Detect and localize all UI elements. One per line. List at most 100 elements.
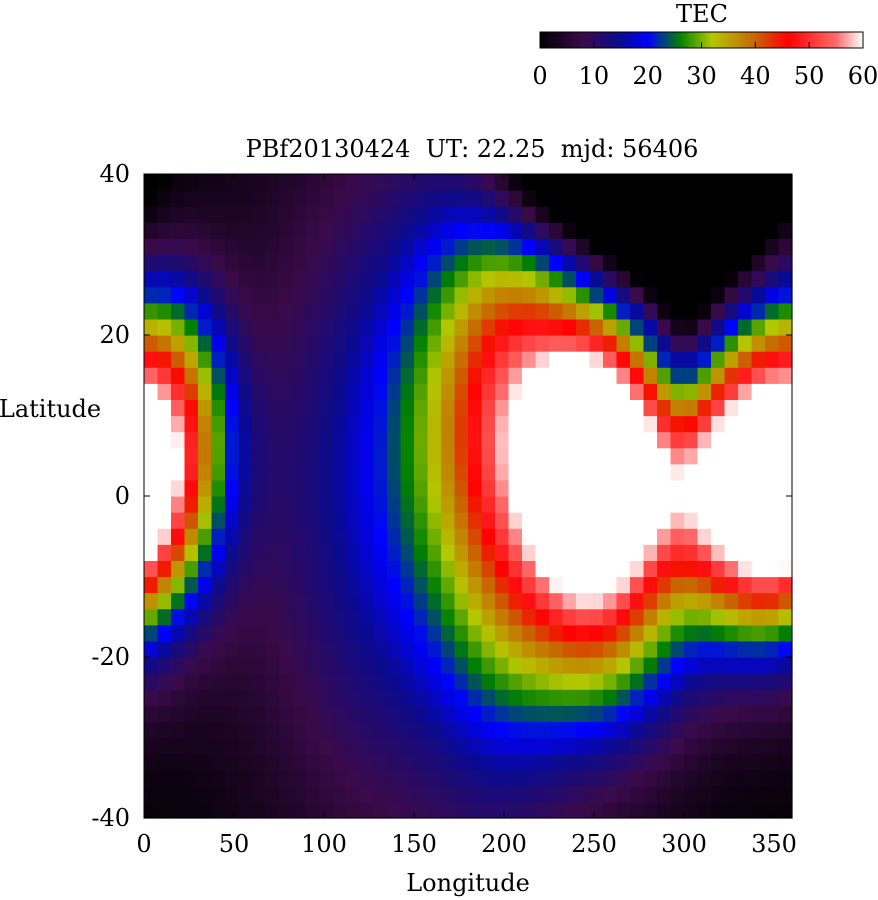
heatmap-cell	[157, 801, 172, 819]
heatmap-cell	[346, 302, 361, 320]
heatmap-cell	[144, 270, 159, 288]
heatmap-cell	[306, 512, 321, 529]
heatmap-cell	[333, 479, 348, 497]
heatmap-cell	[184, 383, 199, 400]
heatmap-cell	[711, 399, 726, 417]
heatmap-cell	[603, 447, 618, 465]
heatmap-cell	[508, 673, 523, 690]
heatmap-cell	[522, 174, 537, 191]
heatmap-cell	[319, 769, 334, 787]
heatmap-cell	[198, 302, 213, 320]
heatmap-cell	[562, 705, 577, 722]
heatmap-cell	[603, 673, 618, 690]
heatmap-cell	[616, 801, 631, 819]
heatmap-cell	[697, 705, 712, 722]
heatmap-cell	[265, 399, 280, 417]
heatmap-cell	[630, 190, 645, 207]
heatmap-cell	[495, 544, 510, 561]
heatmap-cell	[711, 592, 726, 610]
heatmap-cell	[346, 335, 361, 352]
heatmap-cell	[495, 592, 510, 610]
heatmap-cell	[724, 351, 739, 368]
heatmap-cell	[630, 335, 645, 352]
heatmap-cell	[495, 254, 510, 272]
heatmap-cell	[346, 721, 361, 739]
heatmap-cell	[562, 512, 577, 529]
heatmap-cell	[535, 528, 550, 545]
heatmap-cell	[171, 657, 186, 674]
heatmap-cell	[724, 737, 739, 755]
heatmap-cell	[724, 479, 739, 497]
heatmap-cell	[184, 753, 199, 771]
heatmap-cell	[697, 174, 712, 191]
heatmap-cell	[576, 721, 591, 739]
heatmap-cell	[616, 431, 631, 449]
heatmap-cell	[535, 431, 550, 449]
heatmap-cell	[265, 801, 280, 819]
heatmap-cell	[778, 657, 793, 674]
heatmap-cell	[252, 721, 267, 739]
heatmap-cell	[630, 544, 645, 561]
heatmap-cell	[724, 270, 739, 288]
heatmap-cell	[373, 496, 388, 513]
heatmap-cell	[562, 496, 577, 513]
heatmap-cell	[724, 190, 739, 207]
heatmap-cell	[535, 190, 550, 207]
heatmap-cell	[670, 479, 685, 497]
heatmap-cell	[765, 318, 780, 336]
heatmap-cell	[630, 705, 645, 722]
heatmap-cell	[144, 560, 159, 578]
heatmap-cell	[198, 737, 213, 755]
heatmap-cell	[778, 335, 793, 352]
heatmap-cell	[252, 383, 267, 400]
heatmap-cell	[171, 479, 186, 497]
heatmap-cell	[454, 657, 469, 674]
heatmap-cell	[549, 479, 564, 497]
heatmap-cell	[657, 560, 672, 578]
heatmap-cell	[238, 254, 253, 272]
heatmap-cell	[400, 463, 415, 481]
heatmap-cell	[549, 608, 564, 626]
heatmap-cell	[373, 576, 388, 594]
heatmap-cell	[292, 447, 307, 465]
heatmap-cell	[468, 399, 483, 417]
heatmap-cell	[265, 528, 280, 545]
heatmap-cell	[427, 351, 442, 368]
heatmap-cell	[657, 351, 672, 368]
heatmap-cell	[751, 302, 766, 320]
heatmap-cell	[373, 415, 388, 433]
heatmap-cell	[414, 689, 429, 706]
heatmap-cell	[495, 512, 510, 529]
heatmap-cell	[603, 254, 618, 272]
heatmap-cell	[670, 769, 685, 787]
heatmap-cell	[495, 721, 510, 739]
heatmap-cell	[184, 496, 199, 513]
heatmap-cell	[643, 318, 658, 336]
heatmap-cell	[360, 657, 375, 674]
heatmap-cell	[333, 206, 348, 223]
heatmap-cell	[508, 689, 523, 706]
heatmap-cell	[238, 447, 253, 465]
heatmap-cell	[414, 737, 429, 755]
heatmap-cell	[535, 785, 550, 803]
heatmap-cell	[211, 721, 226, 739]
heatmap-cell	[630, 479, 645, 497]
heatmap-cell	[589, 528, 604, 545]
heatmap-cell	[184, 769, 199, 787]
heatmap-cell	[265, 576, 280, 594]
heatmap-cell	[441, 673, 456, 690]
heatmap-cell	[373, 479, 388, 497]
heatmap-cell	[738, 286, 753, 304]
heatmap-cell	[765, 496, 780, 513]
heatmap-cell	[184, 254, 199, 272]
heatmap-cell	[373, 174, 388, 191]
heatmap-cell	[171, 463, 186, 481]
heatmap-cell	[306, 335, 321, 352]
heatmap-cell	[360, 624, 375, 642]
heatmap-cell	[225, 238, 240, 256]
heatmap-cell	[751, 576, 766, 594]
heatmap-cell	[522, 270, 537, 288]
heatmap-cell	[360, 576, 375, 594]
heatmap-cell	[279, 689, 294, 706]
heatmap-cell	[225, 254, 240, 272]
